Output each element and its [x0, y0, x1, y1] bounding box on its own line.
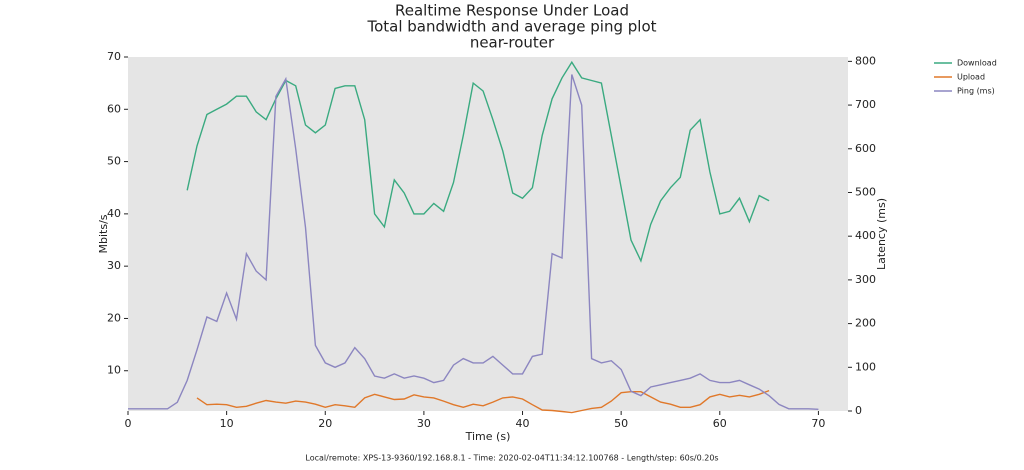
x-tick-label: 30: [417, 417, 431, 430]
legend-label: Ping (ms): [957, 87, 995, 96]
y2-tick-label: 700: [855, 98, 876, 111]
legend-label: Upload: [957, 73, 985, 82]
y-tick-label: 30: [107, 259, 121, 272]
series-line: [186, 60, 770, 263]
chart-subtitle: Total bandwidth and average ping plot: [366, 18, 656, 36]
y-tick-label: 60: [107, 102, 121, 115]
y2-tick-label: 800: [855, 54, 876, 67]
series-line: [128, 74, 819, 410]
x-tick-label: 70: [811, 417, 825, 430]
chart-title: Realtime Response Under Load: [395, 2, 629, 20]
y2-tick-label: 500: [855, 185, 876, 198]
plot-area: [128, 57, 848, 411]
y-tick-label: 40: [107, 207, 121, 220]
x-axis-label: Time (s): [465, 430, 511, 443]
y-tick-label: 70: [107, 50, 121, 63]
x-tick-label: 60: [713, 417, 727, 430]
series-line: [196, 389, 770, 414]
y-tick-label: 20: [107, 311, 121, 324]
y-axis-label: Mbits/s: [97, 214, 110, 253]
y2-tick-label: 100: [855, 360, 876, 373]
chart-host: near-router: [470, 34, 555, 52]
y2-tick-label: 400: [855, 229, 876, 242]
y2-tick-label: 600: [855, 142, 876, 155]
y2-axis-label: Latency (ms): [875, 198, 888, 270]
footer: Local/remote: XPS-13-9360/192.168.8.1 - …: [305, 454, 718, 463]
y-tick-label: 50: [107, 155, 121, 168]
x-tick-label: 0: [125, 417, 132, 430]
y2-tick-label: 200: [855, 317, 876, 330]
y2-tick-label: 0: [855, 404, 862, 417]
x-tick-label: 10: [220, 417, 234, 430]
y-tick-label: 10: [107, 364, 121, 377]
legend-label: Download: [957, 59, 997, 68]
x-tick-label: 20: [318, 417, 332, 430]
x-tick-label: 50: [614, 417, 628, 430]
x-tick-label: 40: [516, 417, 530, 430]
y2-tick-label: 300: [855, 273, 876, 286]
